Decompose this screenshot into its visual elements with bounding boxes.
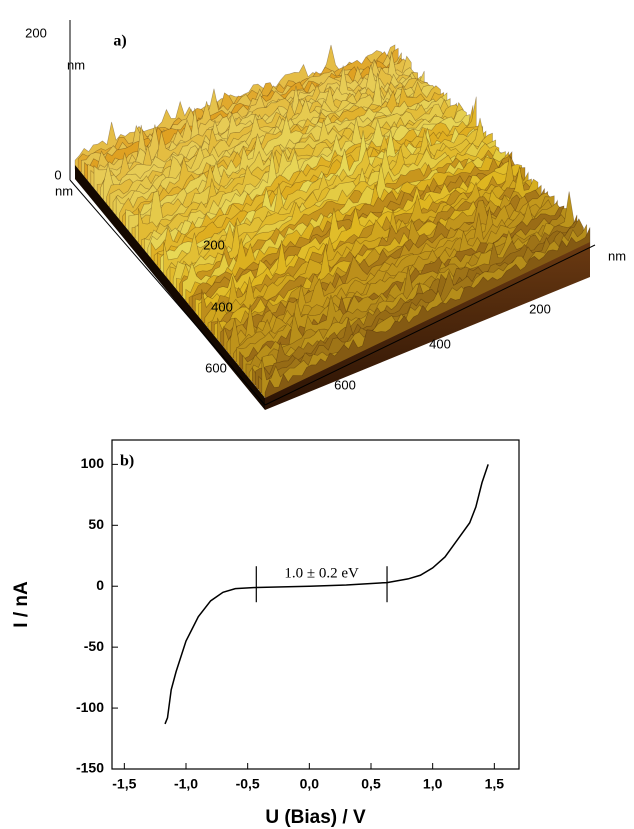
y-tick-label: 0 [96, 577, 104, 593]
z-tick-label: 200 [25, 25, 47, 40]
x-axis-label: U (Bias) / V [265, 807, 366, 828]
x-tick-label: 200 [529, 301, 551, 316]
y-tick-label: 200 [203, 237, 225, 252]
x-axis [264, 244, 596, 406]
y-tick-label: -100 [76, 699, 104, 715]
y-tick-label: 400 [211, 299, 233, 314]
left-wall [75, 165, 265, 410]
y-axis-label: I / nA [11, 581, 32, 628]
iv-curve [164, 464, 489, 725]
x-tick-label: 400 [429, 336, 451, 351]
x-tick-label: 1,0 [423, 776, 443, 792]
panel-label: b) [120, 453, 134, 470]
panel-label: a) [113, 33, 126, 50]
terrain-row [264, 227, 591, 403]
y-tick-label: 50 [88, 516, 104, 532]
y-tick-label: -150 [76, 760, 104, 776]
y-axis [69, 179, 266, 406]
x-tick-label: 0,0 [300, 776, 320, 792]
z-tick-label: 0 [54, 167, 61, 182]
y-tick-label: -50 [84, 638, 104, 654]
y-tick-label: 100 [81, 455, 105, 471]
line-plot: -1,5 -1,0 -0,5 0,0 0,5 1,0 1,5 100 50 0 -50 -100 -15… [11, 439, 520, 828]
x-tick-label: -1,0 [174, 776, 198, 792]
x-tick-label: -0,5 [236, 776, 260, 792]
x-axis-label: nm [608, 248, 626, 263]
x-tick-label: 600 [334, 377, 356, 392]
x-tick-label: -1,5 [112, 776, 136, 792]
y-tick-label: 600 [205, 360, 227, 375]
z-axis-label: nm [67, 57, 85, 72]
plot-frame [111, 439, 520, 770]
x-tick-label: 0,5 [361, 776, 381, 792]
x-tick-label: 1,5 [485, 776, 505, 792]
annotation: 1.0 ± 0.2 eV [284, 566, 359, 582]
surface-plot: a) 0 200 nm nm 200 400 600 200 400 600 nm [25, 20, 626, 410]
y-axis-label: nm [55, 183, 73, 198]
